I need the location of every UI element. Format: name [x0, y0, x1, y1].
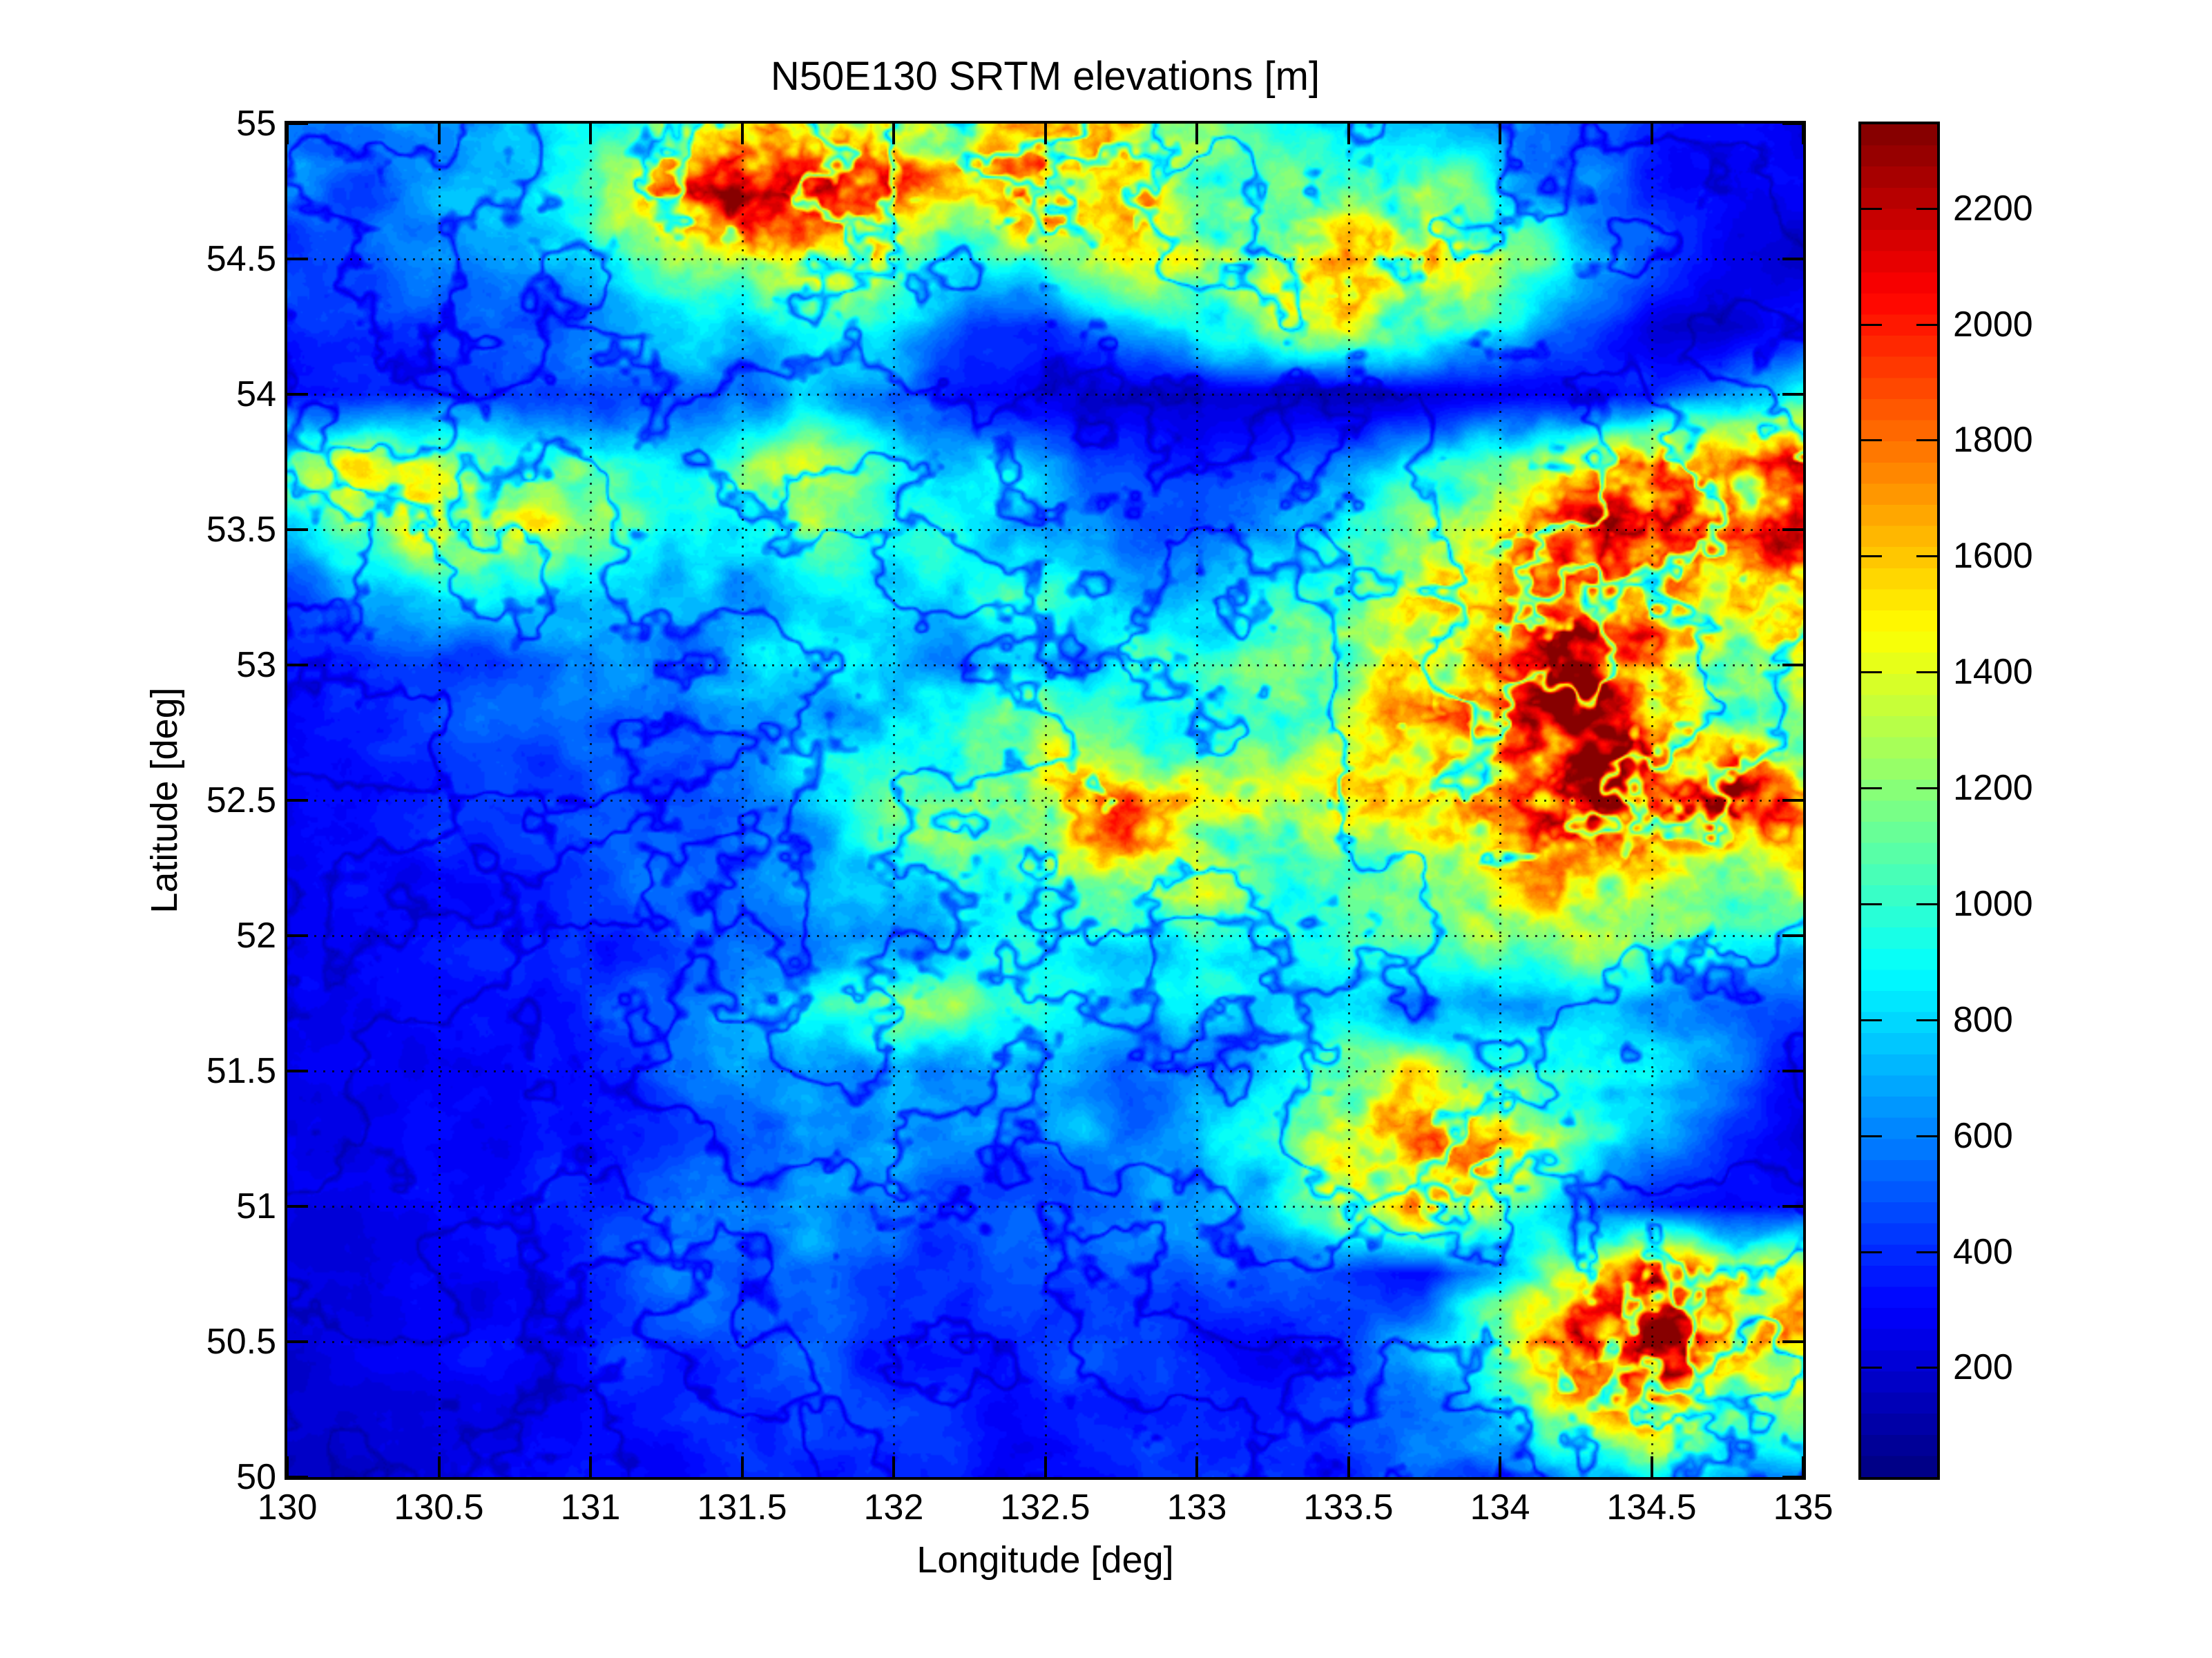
- x-tick-label: 132.5: [1000, 1487, 1090, 1527]
- x-axis-label: Longitude [deg]: [916, 1539, 1174, 1581]
- colorbar-tick-left: [1861, 671, 1882, 674]
- colorbar-tick-right: [1916, 439, 1937, 442]
- colorbar-tick-right: [1916, 1367, 1937, 1369]
- x-tick-bottom: [1802, 1456, 1805, 1477]
- colorbar-tick-right: [1916, 671, 1937, 674]
- colorbar-tick-label: 400: [1953, 1231, 2013, 1272]
- x-tick-label: 131: [560, 1487, 621, 1527]
- colorbar-tick-right: [1916, 1019, 1937, 1021]
- y-tick-label: 52.5: [206, 780, 276, 820]
- gridline-horizontal: [287, 1070, 1803, 1072]
- colorbar-tick-right: [1916, 787, 1937, 790]
- y-tick-label: 50.5: [206, 1322, 276, 1362]
- colorbar-tick-label: 600: [1953, 1115, 2013, 1156]
- y-tick-label: 55: [236, 104, 276, 144]
- gridline-horizontal: [287, 1206, 1803, 1208]
- y-tick-right: [1782, 122, 1803, 125]
- y-tick-label: 53.5: [206, 510, 276, 550]
- y-tick-label: 53: [236, 645, 276, 685]
- gridline-horizontal: [287, 1341, 1803, 1343]
- gridline-horizontal: [287, 664, 1803, 666]
- x-tick-top: [286, 124, 289, 144]
- colorbar-tick-left: [1861, 1135, 1882, 1137]
- x-tick-label: 130: [257, 1487, 318, 1527]
- colorbar-tick-label: 1800: [1953, 420, 2033, 461]
- colorbar-tick-left: [1861, 555, 1882, 558]
- colorbar-tick-right: [1916, 323, 1937, 326]
- y-tick-left: [287, 122, 308, 125]
- colorbar-tick-label: 1000: [1953, 883, 2033, 924]
- colorbar-tick-right: [1916, 207, 1937, 210]
- gridline-horizontal: [287, 529, 1803, 531]
- x-tick-label: 133: [1166, 1487, 1227, 1527]
- gridline-horizontal: [287, 394, 1803, 396]
- y-tick-label: 52: [236, 916, 276, 956]
- gridline-horizontal: [287, 935, 1803, 937]
- x-tick-label: 134: [1470, 1487, 1530, 1527]
- colorbar-tick-left: [1861, 439, 1882, 442]
- x-tick-label: 132: [863, 1487, 924, 1527]
- gridline-horizontal: [287, 800, 1803, 802]
- gridline-horizontal: [287, 258, 1803, 260]
- colorbar-tick-right: [1916, 903, 1937, 905]
- colorbar-tick-left: [1861, 787, 1882, 790]
- colorbar-tick-right: [1916, 1135, 1937, 1137]
- x-tick-label: 135: [1773, 1487, 1834, 1527]
- colorbar-tick-left: [1861, 1251, 1882, 1253]
- y-tick-label: 51: [236, 1186, 276, 1226]
- colorbar-tick-label: 200: [1953, 1347, 2013, 1388]
- y-tick-right: [1782, 1476, 1803, 1478]
- colorbar-tick-label: 1200: [1953, 768, 2033, 809]
- colorbar-tick-label: 1400: [1953, 652, 2033, 693]
- y-tick-label: 54.5: [206, 239, 276, 279]
- x-tick-label: 131.5: [697, 1487, 787, 1527]
- colorbar-tick-left: [1861, 903, 1882, 905]
- x-tick-bottom: [286, 1456, 289, 1477]
- colorbar-tick-right: [1916, 555, 1937, 558]
- x-tick-label: 134.5: [1606, 1487, 1697, 1527]
- colorbar-tick-right: [1916, 1251, 1937, 1253]
- y-tick-label: 51.5: [206, 1051, 276, 1091]
- colorbar-tick-left: [1861, 1019, 1882, 1021]
- colorbar-tick-label: 2000: [1953, 304, 2033, 345]
- y-tick-label: 50: [236, 1457, 276, 1497]
- plot-title: N50E130 SRTM elevations [m]: [770, 54, 1320, 99]
- x-tick-label: 133.5: [1303, 1487, 1394, 1527]
- colorbar-tick-label: 800: [1953, 999, 2013, 1040]
- colorbar-gradient-canvas: [1861, 124, 1937, 1477]
- x-tick-top: [1802, 124, 1805, 144]
- colorbar-tick-label: 1600: [1953, 536, 2033, 577]
- x-tick-label: 130.5: [394, 1487, 484, 1527]
- y-tick-left: [287, 1476, 308, 1478]
- colorbar-tick-left: [1861, 323, 1882, 326]
- colorbar-tick-left: [1861, 207, 1882, 210]
- y-tick-label: 54: [236, 374, 276, 414]
- colorbar-tick-left: [1861, 1367, 1882, 1369]
- colorbar-tick-label: 2200: [1953, 188, 2033, 229]
